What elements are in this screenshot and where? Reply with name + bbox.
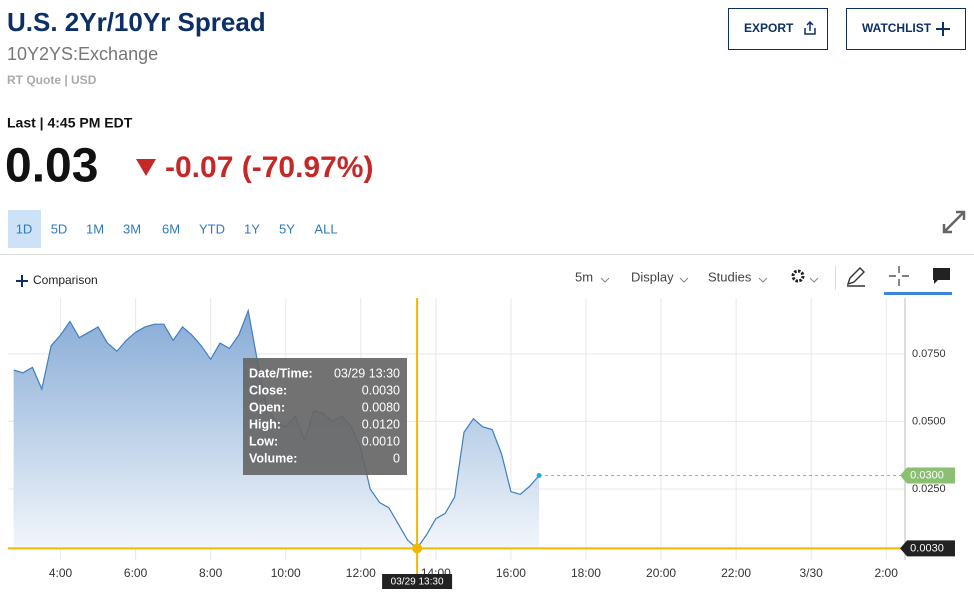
- crosshair-y-label: 0.0030: [910, 542, 944, 554]
- last-dot: [536, 472, 542, 478]
- symbol: 10Y2YS:Exchange: [7, 44, 158, 64]
- x-tick-label: 18:00: [571, 566, 601, 580]
- chevron: [600, 277, 610, 283]
- draw-icon[interactable]: [846, 267, 865, 287]
- last-label: Last | 4:45 PM EDT: [7, 115, 133, 131]
- x-tick-label: 2:00: [875, 566, 899, 580]
- y-tick-label: 0.0500: [912, 415, 946, 427]
- tooltip-key: Volume:: [249, 451, 297, 465]
- crosshair-dot: [412, 543, 423, 554]
- x-tick-label: 6:00: [124, 566, 148, 580]
- last-label-box: [900, 467, 955, 484]
- tooltip-value: 03/29 13:30: [334, 366, 400, 380]
- last-label: 0.0300: [910, 469, 944, 481]
- range-button[interactable]: YTD: [199, 221, 225, 236]
- crosshair-x-label: 03/29 13:30: [391, 577, 444, 588]
- comparison-button[interactable]: Comparison: [33, 273, 98, 287]
- plus-icon: [16, 275, 28, 287]
- watchlist-button[interactable]: WATCHLIST: [846, 8, 966, 50]
- tooltip-key: Low:: [249, 434, 278, 448]
- chart: 4:00 6:00 8:00 10:00 12:00 14:00 16:00 18:00 20:…: [8, 298, 955, 589]
- change: -0.07 (-70.97%): [165, 151, 373, 184]
- export-icon: [804, 20, 816, 35]
- chevron: [758, 277, 768, 283]
- settings-icon[interactable]: [791, 269, 819, 283]
- y-label-box: [900, 540, 955, 557]
- button-label: WATCHLIST: [862, 21, 932, 35]
- range-selected: [8, 210, 41, 248]
- range-button[interactable]: 3M: [123, 221, 141, 236]
- tooltip-value: 0: [393, 451, 400, 465]
- x-tick-label: 4:00: [49, 566, 73, 580]
- gear: [791, 269, 805, 283]
- range-button[interactable]: 5D: [51, 221, 68, 236]
- down-arrow: [136, 159, 156, 176]
- tooltip-key: Close:: [249, 383, 287, 397]
- price: 0.03: [5, 140, 98, 193]
- y-tick-label: 0.0250: [912, 483, 946, 495]
- range-button[interactable]: 1Y: [244, 221, 260, 236]
- x-tick-label: 16:00: [496, 566, 526, 580]
- chevron: [809, 277, 819, 283]
- x-label-box: [382, 574, 453, 589]
- range-button[interactable]: 5Y: [279, 221, 295, 236]
- tooltip-key: Date/Time:: [249, 366, 313, 380]
- x-tick-label: 12:00: [346, 566, 376, 580]
- interval-menu[interactable]: 5m: [575, 269, 593, 284]
- title: U.S. 2Yr/10Yr Spread: [7, 7, 266, 37]
- plus-icon: [936, 22, 950, 36]
- x-tick-label: 10:00: [271, 566, 301, 580]
- button-box: [728, 8, 828, 50]
- expand-icon[interactable]: [942, 210, 966, 234]
- range-button[interactable]: 6M: [162, 221, 180, 236]
- active-tab: [884, 292, 952, 295]
- x-tick-label: 3/30: [799, 566, 823, 580]
- y-tick-label: 0.0750: [912, 348, 946, 360]
- x-tick-label: 20:00: [646, 566, 676, 580]
- comment-icon[interactable]: [933, 268, 950, 284]
- range-button[interactable]: 1M: [86, 221, 104, 236]
- quote-info: RT Quote | USD: [7, 73, 97, 87]
- button-label: EXPORT: [744, 21, 794, 35]
- tooltip-key: Open:: [249, 400, 285, 414]
- range-button[interactable]: 1D: [16, 221, 33, 236]
- export-button[interactable]: EXPORT: [728, 8, 828, 50]
- x-tick-label: 22:00: [721, 566, 751, 580]
- chevron: [679, 277, 689, 283]
- x-tick-label: 8:00: [199, 566, 223, 580]
- tooltip-value: 0.0080: [362, 400, 400, 414]
- display-menu[interactable]: Display: [631, 269, 674, 284]
- tooltip-value: 0.0010: [362, 434, 400, 448]
- tooltip-box: [243, 358, 407, 475]
- studies-menu[interactable]: Studies: [708, 269, 752, 284]
- tooltip-value: 0.0120: [362, 417, 400, 431]
- crosshair-icon[interactable]: [889, 266, 909, 286]
- tooltip-key: High:: [249, 417, 281, 431]
- tooltip-value: 0.0030: [362, 383, 400, 397]
- range-bar: 1D 5D 1M 3M 6M YTD 1Y 5Y ALL: [16, 221, 338, 236]
- range-button[interactable]: ALL: [314, 221, 337, 236]
